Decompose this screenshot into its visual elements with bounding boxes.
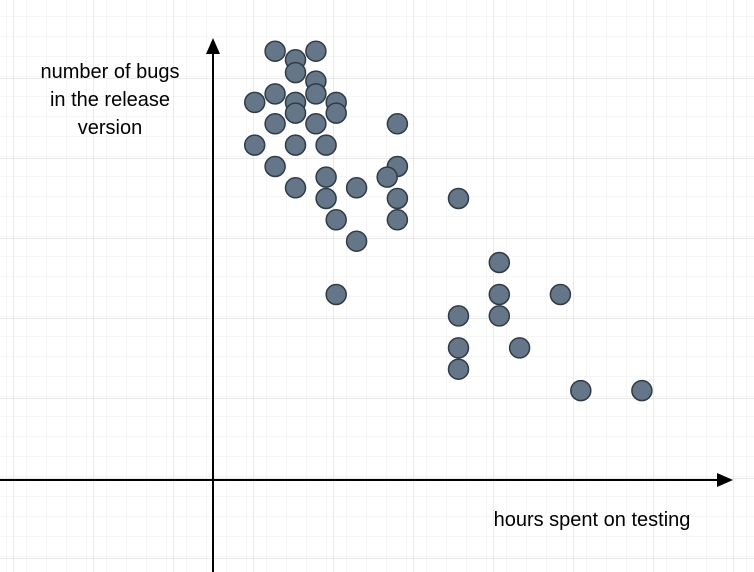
data-point xyxy=(386,113,409,135)
data-point xyxy=(284,134,307,156)
data-point xyxy=(549,283,572,306)
data-point xyxy=(284,177,307,199)
data-point xyxy=(386,209,409,231)
data-point xyxy=(315,166,337,188)
data-point xyxy=(488,305,511,327)
y-axis-label: number of bugs in the release version xyxy=(10,58,210,142)
x-axis-arrowhead xyxy=(717,473,733,487)
data-points xyxy=(243,40,653,402)
data-point xyxy=(488,251,511,274)
data-point xyxy=(508,337,531,359)
data-point xyxy=(284,61,307,84)
data-point xyxy=(264,113,286,135)
data-point xyxy=(488,283,511,306)
data-point xyxy=(243,91,266,114)
data-point xyxy=(284,102,307,124)
data-point xyxy=(315,187,337,210)
data-point xyxy=(315,134,337,156)
y-axis-label-line: number of bugs xyxy=(40,61,180,83)
data-point xyxy=(264,155,286,178)
y-axis-label-line: version xyxy=(77,117,143,139)
data-point xyxy=(631,379,653,402)
data-point xyxy=(570,379,592,402)
y-axis-arrowhead xyxy=(206,38,220,54)
data-point xyxy=(325,283,347,306)
data-point xyxy=(325,102,347,124)
x-axis-label: hours spent on testing xyxy=(493,509,691,531)
data-point xyxy=(264,83,286,105)
data-point xyxy=(447,187,470,210)
data-point xyxy=(447,358,470,380)
data-point xyxy=(345,230,368,252)
data-point xyxy=(305,83,327,105)
data-point xyxy=(447,337,470,359)
data-point xyxy=(305,40,327,62)
data-point xyxy=(386,187,409,210)
data-point xyxy=(345,177,368,199)
y-axis-label-line: in the release xyxy=(49,89,171,111)
data-point xyxy=(305,113,327,135)
data-point xyxy=(376,166,398,188)
data-point xyxy=(447,305,470,327)
data-point xyxy=(264,40,286,62)
data-point xyxy=(325,209,347,231)
data-point xyxy=(243,134,266,156)
